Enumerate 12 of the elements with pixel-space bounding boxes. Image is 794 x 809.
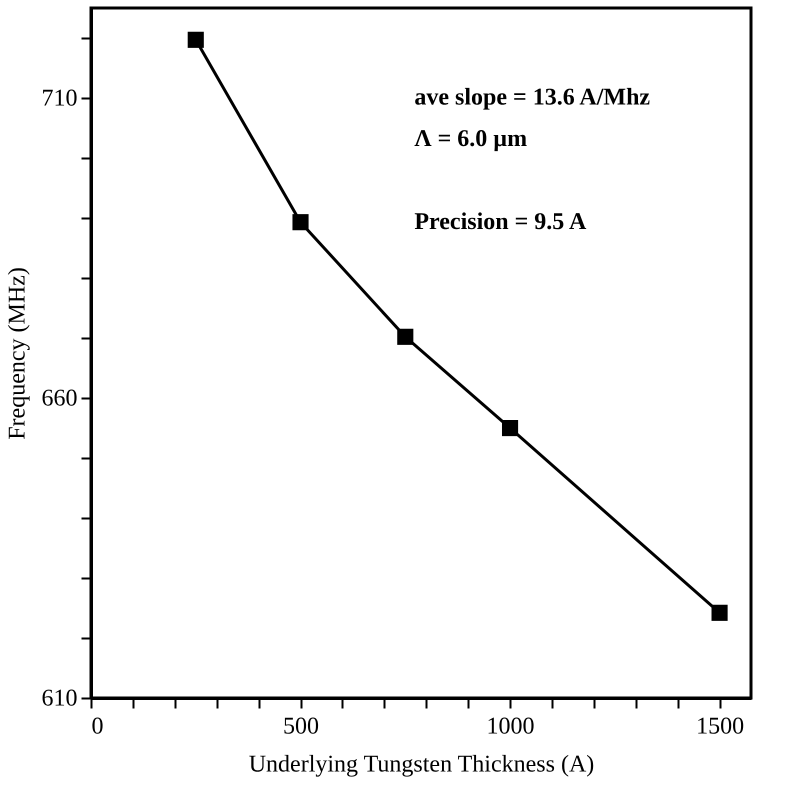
- x-axis-title: Underlying Tungsten Thickness (A): [248, 752, 594, 778]
- y-tick-label: 660: [42, 386, 78, 412]
- x-tick-label: 1500: [696, 714, 744, 740]
- annotation: Precision = 9.5 A: [414, 208, 587, 235]
- x-tick-label: 0: [92, 714, 104, 740]
- y-axis-title: Frequency (MHz): [4, 267, 30, 440]
- annotation: Λ = 6.0 µm: [414, 126, 528, 152]
- annotation: ave slope = 13.6 A/Mhz: [414, 84, 650, 111]
- x-tick-label: 1000: [486, 714, 535, 740]
- x-tick-label: 500: [283, 714, 320, 740]
- y-tick-label: 610: [42, 686, 78, 712]
- y-tick-label: 710: [42, 86, 78, 112]
